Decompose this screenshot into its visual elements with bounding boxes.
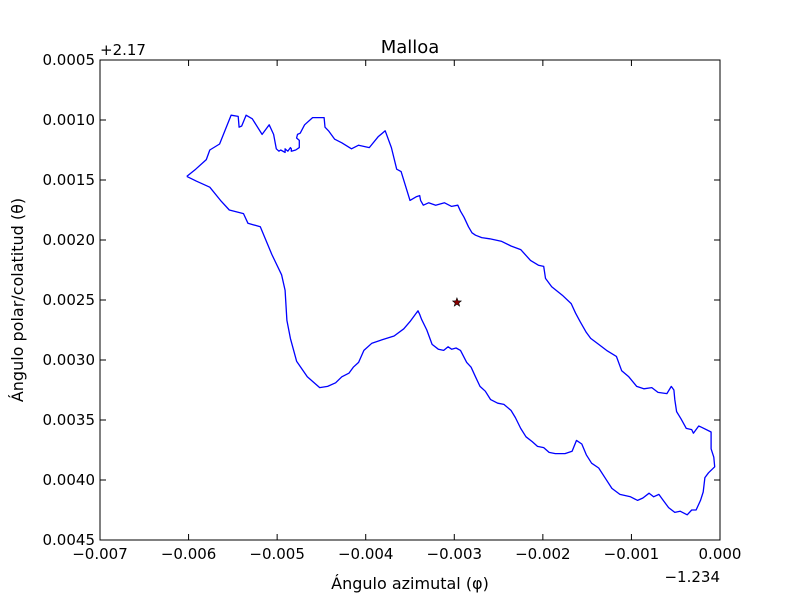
- x-tick-label: −0.005: [249, 545, 305, 563]
- x-tick-label: −0.004: [338, 545, 394, 563]
- y-tick-label: 0.0045: [43, 531, 96, 549]
- y-tick-label: 0.0025: [43, 291, 96, 309]
- y-tick-label: 0.0020: [43, 231, 96, 249]
- x-tick-label: 0.000: [699, 545, 742, 563]
- chart-title: Malloa: [381, 37, 440, 58]
- boundary-line: [186, 114, 716, 516]
- y-offset-label: +2.17: [100, 41, 146, 59]
- y-tick-label: 0.0010: [43, 111, 96, 129]
- x-tick-label: −0.001: [604, 545, 660, 563]
- axis-ticks: −0.007 −0.006 −0.005 −0.004 −0.003 −0.002 −0.0…: [43, 51, 742, 563]
- x-tick-label: −0.003: [427, 545, 483, 563]
- y-tick-label: 0.0030: [43, 351, 96, 369]
- centroid-star-marker: [451, 297, 463, 307]
- y-tick-label: 0.0035: [43, 411, 96, 429]
- x-axis-label: Ángulo azimutal (φ): [331, 574, 489, 593]
- x-tick-label: −0.002: [515, 545, 571, 563]
- x-tick-label: −0.007: [72, 545, 128, 563]
- chart-marks: [186, 114, 716, 516]
- x-offset-label: −1.234: [664, 568, 720, 586]
- y-tick-label: 0.0005: [43, 51, 96, 69]
- y-tick-label: 0.0015: [43, 171, 96, 189]
- x-tick-label: −0.006: [161, 545, 217, 563]
- y-tick-label: 0.0040: [43, 471, 96, 489]
- y-axis-label: Ángulo polar/colatitud (θ): [8, 198, 27, 402]
